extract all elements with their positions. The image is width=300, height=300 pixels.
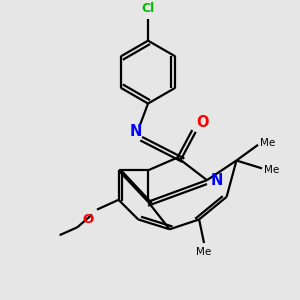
Text: N: N xyxy=(211,173,223,188)
Text: N: N xyxy=(130,124,142,139)
Text: Cl: Cl xyxy=(141,2,155,15)
Text: Me: Me xyxy=(260,138,275,148)
Text: O: O xyxy=(83,213,94,226)
Text: O: O xyxy=(196,115,209,130)
Text: Me: Me xyxy=(196,247,212,257)
Text: Me: Me xyxy=(264,165,279,175)
